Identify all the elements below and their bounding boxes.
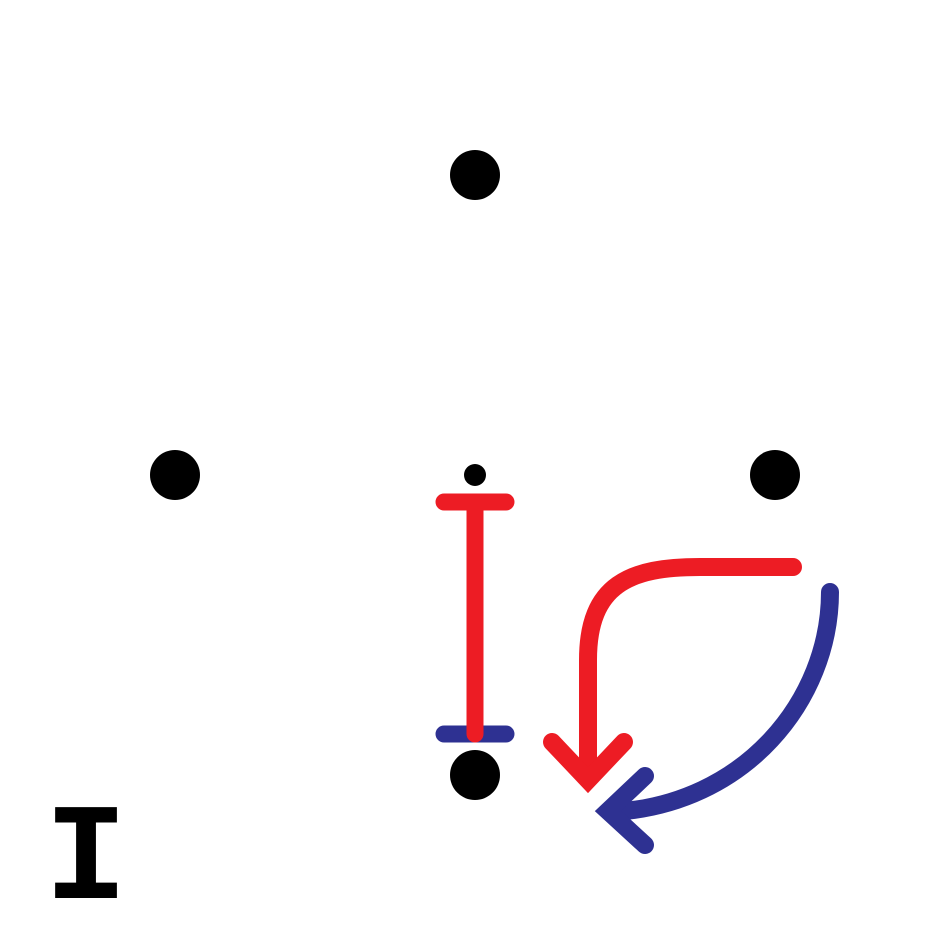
red-curved-arrow [543,558,802,794]
bottom-dot [450,750,500,800]
left-dot [150,450,200,500]
blue-curved-arrow [594,583,839,854]
right-dot [750,450,800,500]
label-i: I [45,784,128,940]
red-i-beam-marker [435,493,515,743]
top-dot [450,150,500,200]
center-dot [464,464,486,486]
